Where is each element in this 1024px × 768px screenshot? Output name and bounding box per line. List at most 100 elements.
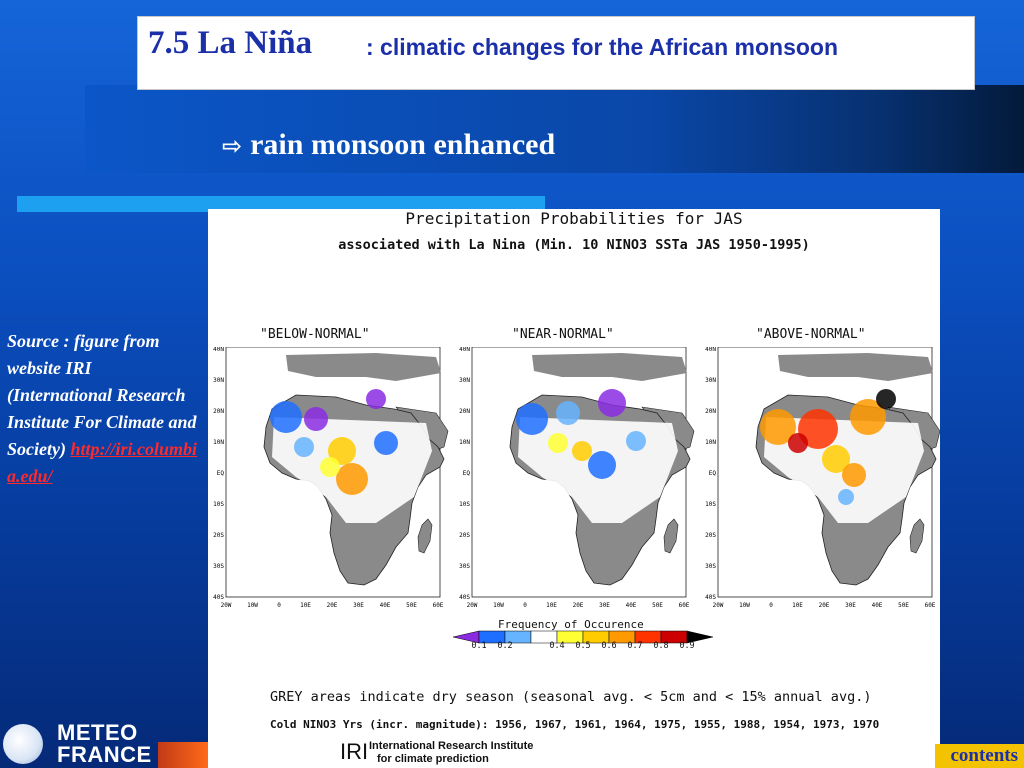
legend-tick-label: 0.6 — [601, 641, 617, 651]
title-box: 7.5 La Niña : climatic changes for the A… — [137, 16, 975, 90]
lon-tick-label: 10E — [300, 602, 311, 609]
lat-tick-label: 10S — [213, 501, 224, 508]
lon-tick-label: 60E — [925, 602, 936, 609]
grey-areas-note: GREY areas indicate dry season (seasonal… — [270, 689, 872, 705]
logo-text: METEO FRANCE — [57, 722, 152, 766]
lat-tick-label: 20S — [705, 532, 716, 539]
lon-tick-label: 20W — [713, 602, 724, 609]
map-below-normal: 40N 30N 20N 10N EQ 10S 20S 30S 40S 20W 10W 0 10E 20E 3… — [208, 347, 452, 617]
lon-tick-label: 40E — [872, 602, 883, 609]
logo-line2: FRANCE — [57, 742, 152, 767]
lat-tick-label: 20S — [459, 532, 470, 539]
legend-tick-label: 0.8 — [653, 641, 669, 651]
probability-patch — [374, 431, 398, 455]
europe-land — [778, 353, 933, 381]
probability-patch — [588, 451, 616, 479]
lat-tick-label: 40N — [459, 347, 470, 353]
figure-title: Precipitation Probabilities for JAS — [405, 209, 743, 228]
lon-tick-label: 30E — [845, 602, 856, 609]
probability-patch — [850, 399, 886, 435]
colorbar-svg — [452, 630, 714, 644]
legend-tick-label: 0.7 — [627, 641, 643, 651]
probability-patch — [842, 463, 866, 487]
lon-tick-label: 20E — [327, 602, 338, 609]
slide-title: 7.5 La Niña — [148, 25, 313, 61]
lon-tick-label: 10E — [546, 602, 557, 609]
probability-patch — [822, 445, 850, 473]
globe-icon — [3, 724, 43, 764]
lat-tick-label: 30N — [705, 377, 716, 384]
precipitation-figure: Precipitation Probabilities for JAS asso… — [208, 209, 941, 768]
iri-caption: International Research Institute for cli… — [369, 740, 533, 766]
meteo-france-logo: METEO FRANCE — [0, 720, 158, 768]
probability-patch — [304, 407, 328, 431]
lat-tick-label: 10N — [459, 439, 470, 446]
madagascar-land — [663, 518, 679, 554]
legend-colorbar — [452, 629, 715, 648]
europe-land — [286, 353, 441, 381]
legend-tick-label: 0.9 — [679, 641, 695, 651]
lon-tick-label: 0 — [277, 602, 281, 609]
panel-label-above-normal: "ABOVE-NORMAL" — [756, 327, 866, 342]
probability-patch — [838, 489, 854, 505]
lat-tick-label: 40S — [213, 594, 224, 601]
map-near-normal: 40N 30N 20N 10N EQ 10S 20S 30S 40S 20W 10W 0 10E 20E 3… — [454, 347, 698, 617]
lon-tick-label: 10W — [739, 602, 750, 609]
lat-tick-label: EQ — [709, 470, 717, 477]
legend-tick-label: 0.4 — [549, 641, 565, 651]
lat-tick-label: 20N — [705, 408, 716, 415]
probability-patch — [626, 431, 646, 451]
lat-tick-label: 30N — [459, 377, 470, 384]
lon-tick-label: 20E — [573, 602, 584, 609]
lon-tick-label: 10W — [247, 602, 258, 609]
probability-patch — [548, 433, 568, 453]
figure-subtitle: associated with La Nina (Min. 10 NINO3 S… — [338, 237, 810, 253]
arrow-right-icon: ⇨ — [222, 132, 243, 160]
lon-tick-label: 30E — [353, 602, 364, 609]
iri-caption-line1: International Research Institute — [369, 740, 534, 752]
bottom-accent-strip — [158, 742, 208, 768]
source-text: Source : figure from website IRI (Intern… — [7, 331, 197, 459]
contents-button[interactable]: contents — [935, 744, 1024, 768]
lat-tick-label: 30S — [213, 563, 224, 570]
bullet-text: rain monsoon enhanced — [250, 128, 556, 161]
probability-patch — [516, 403, 548, 435]
map-above-normal: 40N 30N 20N 10N EQ 10S 20S 30S 40S 20W 10W 0 10E 20E 3… — [700, 347, 944, 617]
slide-subtitle: : climatic changes for the African monso… — [366, 34, 839, 60]
lon-tick-label: 20E — [819, 602, 830, 609]
probability-patch — [294, 437, 314, 457]
lon-tick-label: 60E — [679, 602, 690, 609]
bullet-line: ⇨ rain monsoon enhanced — [222, 128, 555, 162]
source-link[interactable]: http://iri.columbia.edu/ — [7, 439, 198, 486]
probability-patch — [572, 441, 592, 461]
iri-logo: IRI — [340, 739, 369, 764]
lat-tick-label: 20N — [213, 408, 224, 415]
lat-tick-label: 10S — [705, 501, 716, 508]
europe-land — [532, 353, 687, 381]
probability-patch — [788, 433, 808, 453]
lat-tick-label: EQ — [463, 470, 471, 477]
lat-tick-label: 40N — [705, 347, 716, 353]
probability-patch — [556, 401, 580, 425]
lon-tick-label: 40E — [380, 602, 391, 609]
lon-tick-label: 60E — [433, 602, 444, 609]
header-band — [85, 85, 1024, 173]
probability-patch — [270, 401, 302, 433]
colorbar-max-arrow — [686, 630, 714, 644]
lat-tick-label: 30S — [705, 563, 716, 570]
lat-tick-label: 10N — [705, 439, 716, 446]
lon-tick-label: 10E — [792, 602, 803, 609]
lat-tick-label: 20N — [459, 408, 470, 415]
panel-label-below-normal: "BELOW-NORMAL" — [260, 327, 370, 342]
source-note: Source : figure from website IRI (Intern… — [7, 328, 197, 490]
lon-tick-label: 50E — [406, 602, 417, 609]
probability-patch — [598, 389, 626, 417]
probability-patch — [876, 389, 896, 409]
lon-tick-label: 50E — [898, 602, 909, 609]
legend-tick-label: 0.5 — [575, 641, 591, 651]
legend-tick-label: 0.2 — [497, 641, 513, 651]
lon-tick-label: 0 — [769, 602, 773, 609]
